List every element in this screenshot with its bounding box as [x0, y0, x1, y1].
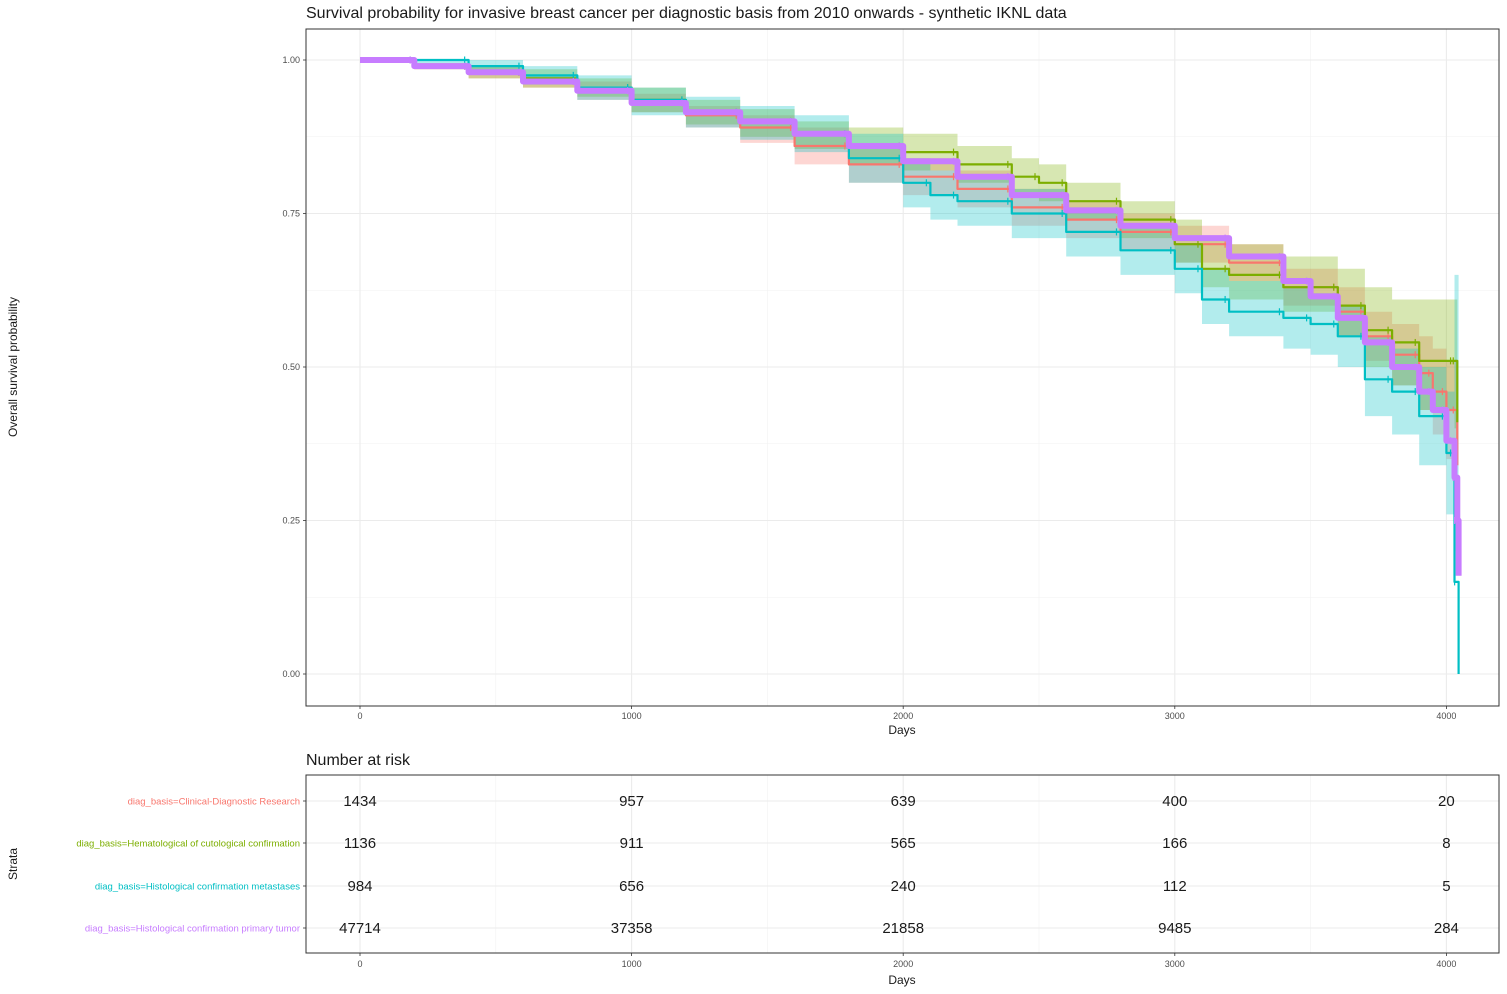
- risk-count: 911: [620, 835, 644, 852]
- risk-x-tick-label: 1000: [622, 959, 642, 969]
- strata-label: diag_basis=Hematological of cutological …: [76, 839, 300, 850]
- y-axis-label: Overall survival probability: [6, 297, 20, 437]
- x-axis-label: Days: [888, 723, 915, 737]
- risk-table: 0 1000 2000 3000 4000 diag_basis=Clinical-Dia…: [76, 774, 1500, 969]
- risk-count: 112: [1163, 878, 1187, 895]
- strata-label: diag_basis=Histological confirmation met…: [95, 882, 300, 893]
- risk-count: 8: [1442, 835, 1450, 852]
- x-tick-label: 3000: [1165, 711, 1185, 721]
- x-tick-label: 4000: [1436, 711, 1456, 721]
- y-tick-label: 0.75: [282, 209, 300, 219]
- strata-label: diag_basis=Histological confirmation pri…: [85, 924, 300, 935]
- risk-count: 20: [1438, 793, 1455, 810]
- risk-count: 984: [347, 878, 372, 895]
- risk-count: 656: [619, 878, 644, 895]
- confidence-band-3: [360, 60, 1459, 552]
- risk-count: 639: [891, 793, 916, 810]
- plot-border: [305, 28, 1500, 707]
- risk-x-tick-label: 3000: [1165, 959, 1185, 969]
- y-tick-label: 1.00: [282, 55, 300, 65]
- risk-x-axis-label: Days: [888, 973, 915, 987]
- risk-count: 166: [1162, 835, 1187, 852]
- strata-label: diag_basis=Clinical-Diagnostic Research: [128, 797, 300, 808]
- y-tick-label: 0.50: [282, 362, 300, 372]
- risk-count: 47714: [339, 920, 381, 937]
- risk-count: 1434: [343, 793, 376, 810]
- risk-table-title: Number at risk: [306, 752, 411, 769]
- risk-y-axis-label: Strata: [6, 848, 20, 880]
- y-tick-label: 0.25: [282, 516, 300, 526]
- risk-count: 565: [891, 835, 916, 852]
- chart-title: Survival probability for invasive breast…: [306, 5, 1067, 22]
- survival-plot: 0 1000 2000 3000 4000 0.00 0.25 0.50 0.75 1.00: [282, 28, 1500, 721]
- x-tick-label: 1000: [622, 711, 642, 721]
- x-tick-label: 2000: [893, 711, 913, 721]
- x-tick-label: 0: [357, 711, 362, 721]
- risk-count: 37358: [611, 920, 653, 937]
- y-tick-label: 0.00: [282, 669, 300, 679]
- risk-count: 284: [1434, 920, 1459, 937]
- risk-x-tick-label: 0: [357, 959, 362, 969]
- risk-count: 21858: [882, 920, 924, 937]
- risk-count: 240: [891, 878, 916, 895]
- survival-curve-4: [360, 57, 1462, 576]
- risk-count: 957: [619, 793, 644, 810]
- risk-panel: [306, 775, 1499, 953]
- risk-count: 9485: [1158, 920, 1191, 937]
- risk-x-tick-label: 4000: [1436, 959, 1456, 969]
- risk-x-tick-label: 2000: [893, 959, 913, 969]
- risk-count: 400: [1162, 793, 1187, 810]
- risk-count: 5: [1442, 878, 1450, 895]
- risk-count: 1136: [344, 835, 376, 852]
- risk-border: [305, 774, 1500, 954]
